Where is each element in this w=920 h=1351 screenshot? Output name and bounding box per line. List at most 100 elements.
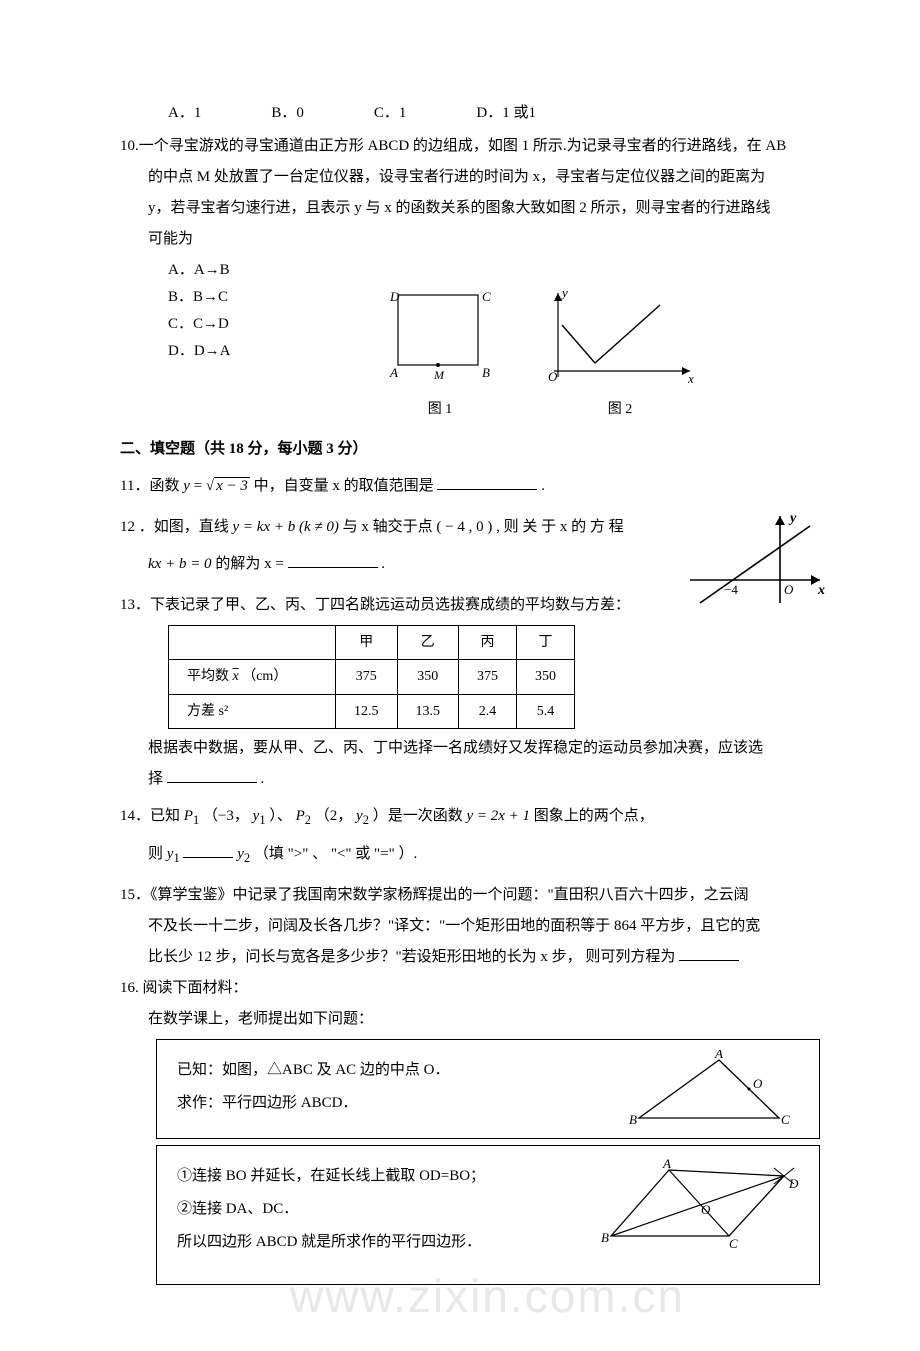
q14-y1bs: 1	[173, 851, 179, 865]
q10-opt-a: A．A→B	[120, 257, 820, 284]
q13-h3: 丙	[459, 626, 517, 660]
svg-text:y: y	[788, 511, 797, 526]
q13-blank[interactable]	[167, 767, 257, 783]
q14-p1s: 1	[193, 813, 199, 827]
svg-text:x: x	[817, 583, 825, 598]
svg-text:A: A	[662, 1156, 671, 1171]
q15-l3: 比长少 12 步，问长与宽各是多少步？"若设矩形田地的长为 x 步， 则可列方程…	[148, 949, 675, 965]
q16-parallelogram-icon: A B C D O	[599, 1156, 799, 1256]
q16-box2: ①连接 BO 并延长，在延长线上截取 OD=BO； ②连接 DA、DC． 所以四…	[156, 1145, 820, 1285]
q14-y2: y	[356, 808, 363, 824]
q16-head: 16. 阅读下面材料：	[120, 975, 820, 1002]
svg-text:D: D	[788, 1176, 799, 1191]
q15-l1: 15．《算学宝鉴》中记录了我国南宋数学家杨辉提出的一个问题："直田积八百六十四步…	[120, 882, 820, 909]
q16-triangle-icon: A B C O	[619, 1050, 799, 1130]
q15-l2: 不及长一十二步，问阔及长各几步？"译文："一个矩形田地的面积等于 864 平方步…	[120, 913, 820, 940]
svg-text:M: M	[433, 368, 445, 382]
q11-rad: √	[206, 478, 214, 494]
q16-b1-l1: 已知：如图，△ABC 及 AC 边的中点 O．	[177, 1054, 519, 1087]
q11-radical: √x − 3	[206, 477, 254, 494]
q9-opt-b: B．0	[271, 100, 304, 127]
q13-h2: 乙	[397, 626, 459, 660]
svg-text:−4: −4	[724, 582, 738, 597]
q14-p1e: ）、	[269, 808, 292, 824]
q13-r2c4: 5.4	[517, 694, 575, 728]
q14-y2s: 2	[363, 813, 369, 827]
svg-text:C: C	[729, 1236, 738, 1251]
q14-l2a: 则	[148, 846, 167, 862]
svg-text:A: A	[389, 365, 398, 380]
q16-b2-l2: ②连接 DA、DC．	[177, 1193, 519, 1226]
q10-line3: y，若寻宝者匀速行进，且表示 y 与 x 的函数关系的图象大致如图 2 所示，则…	[120, 195, 820, 222]
q13-r1c2: 350	[397, 660, 459, 694]
q11-rad-arg: x − 3	[214, 477, 250, 494]
q10-square-icon: D C A B M	[380, 285, 500, 385]
svg-text:C: C	[781, 1112, 790, 1127]
q14-hint: （填 ">" 、 "<" 或 "=" ）.	[254, 846, 417, 862]
q14-p1c: （−3，	[203, 808, 253, 824]
svg-text:B: B	[629, 1112, 637, 1127]
q13-r1c3: 375	[459, 660, 517, 694]
q12-graph-icon: x y O −4	[680, 508, 830, 608]
q9-opt-d: D．1 或1	[476, 100, 536, 127]
svg-text:O: O	[753, 1076, 763, 1091]
q10-line1: 10.一个寻宝游戏的寻宝通道由正方形 ABCD 的边组成，如图 1 所示.为记录…	[120, 133, 820, 160]
svg-text:O: O	[784, 582, 794, 597]
q13-r1c1: 375	[336, 660, 398, 694]
q12-expr: y = kx + b (k ≠ 0)	[233, 519, 339, 535]
q16-b1-l2: 求作：平行四边形 ABCD．	[177, 1087, 519, 1120]
q13-row2-label: 方差 s²	[169, 694, 336, 728]
q13-h0	[169, 626, 336, 660]
q14-fn: y = 2x + 1	[466, 808, 530, 824]
q10-fig2-cap: 图 2	[540, 397, 700, 422]
q11-end: .	[541, 478, 545, 494]
q11-post: 中，自变量 x 的取值范围是	[254, 478, 434, 494]
q14-p2s: 2	[305, 813, 311, 827]
q12: 12 ．如图，直线 y = kx + b (k ≠ 0) 与 x 轴交于点 ( …	[120, 514, 820, 578]
q13-h1: 甲	[336, 626, 398, 660]
q14-p2c: （2，	[315, 808, 356, 824]
q14-p2e: ）是一次函数	[373, 808, 467, 824]
q13-tail2-wrap: 择 .	[120, 766, 820, 793]
svg-text:x: x	[687, 371, 694, 385]
q13-r2c2: 13.5	[397, 694, 459, 728]
svg-text:O: O	[701, 1202, 711, 1217]
q12-blank[interactable]	[288, 552, 378, 568]
q14-y2b: y	[237, 846, 244, 862]
q10-line4: 可能为	[120, 226, 820, 253]
q13-end: .	[261, 771, 265, 787]
q13-r2c1: 12.5	[336, 694, 398, 728]
svg-text:y: y	[560, 285, 568, 300]
q15-l3-wrap: 比长少 12 步，问长与宽各是多少步？"若设矩形田地的长为 x 步， 则可列方程…	[120, 944, 820, 971]
svg-text:O: O	[548, 369, 558, 384]
q16-sub: 在数学课上，老师提出如下问题：	[120, 1006, 820, 1033]
q12-end: .	[381, 556, 385, 572]
q12-mid: 与 x 轴交于点 ( − 4 , 0 ) , 则 关 于 x 的 方 程	[343, 519, 624, 535]
q9-options: A．1 B．0 C．1 D．1 或1	[120, 100, 820, 127]
q14-y2bs: 2	[244, 851, 250, 865]
q13-tail1: 根据表中数据，要从甲、乙、丙、丁中选择一名成绩好又发挥稳定的运动员参加决赛，应该…	[120, 735, 820, 762]
q14-blank[interactable]	[183, 842, 233, 858]
q13-r2c3: 2.4	[459, 694, 517, 728]
q14-line2: 则 y1 y2 （填 ">" 、 "<" 或 "=" ）.	[120, 841, 820, 870]
q11: 11．函数 y = √x − 3 中，自变量 x 的取值范围是 .	[120, 473, 820, 500]
q10-line2: 的中点 M 处放置了一台定位仪器，设寻宝者行进的时间为 x，寻宝者与定位仪器之间…	[120, 164, 820, 191]
q15-blank[interactable]	[679, 945, 739, 961]
q10-fig1-cap: 图 1	[380, 397, 500, 422]
q13-tail2: 择	[148, 771, 163, 787]
q12-pre: 12 ．如图，直线	[120, 519, 233, 535]
q14-p1: P	[184, 808, 193, 824]
q16-b2-l1: ①连接 BO 并延长，在延长线上截取 OD=BO；	[177, 1160, 519, 1193]
q14-tail: 图象上的两个点，	[534, 808, 654, 824]
q12-mid2: 的解为 x =	[215, 556, 287, 572]
q14-y1s: 1	[259, 813, 265, 827]
section2-title: 二、填空题（共 18 分，每小题 3 分）	[120, 436, 820, 463]
svg-text:A: A	[714, 1050, 723, 1061]
svg-text:D: D	[389, 289, 400, 304]
q11-blank[interactable]	[437, 474, 537, 490]
q10-figures: D C A B M 图 1 O x y 图 2	[380, 285, 820, 422]
q11-y: y	[183, 478, 190, 494]
q14-pre: 14．已知	[120, 808, 184, 824]
svg-text:B: B	[482, 365, 490, 380]
q11-pre: 11．函数	[120, 478, 183, 494]
